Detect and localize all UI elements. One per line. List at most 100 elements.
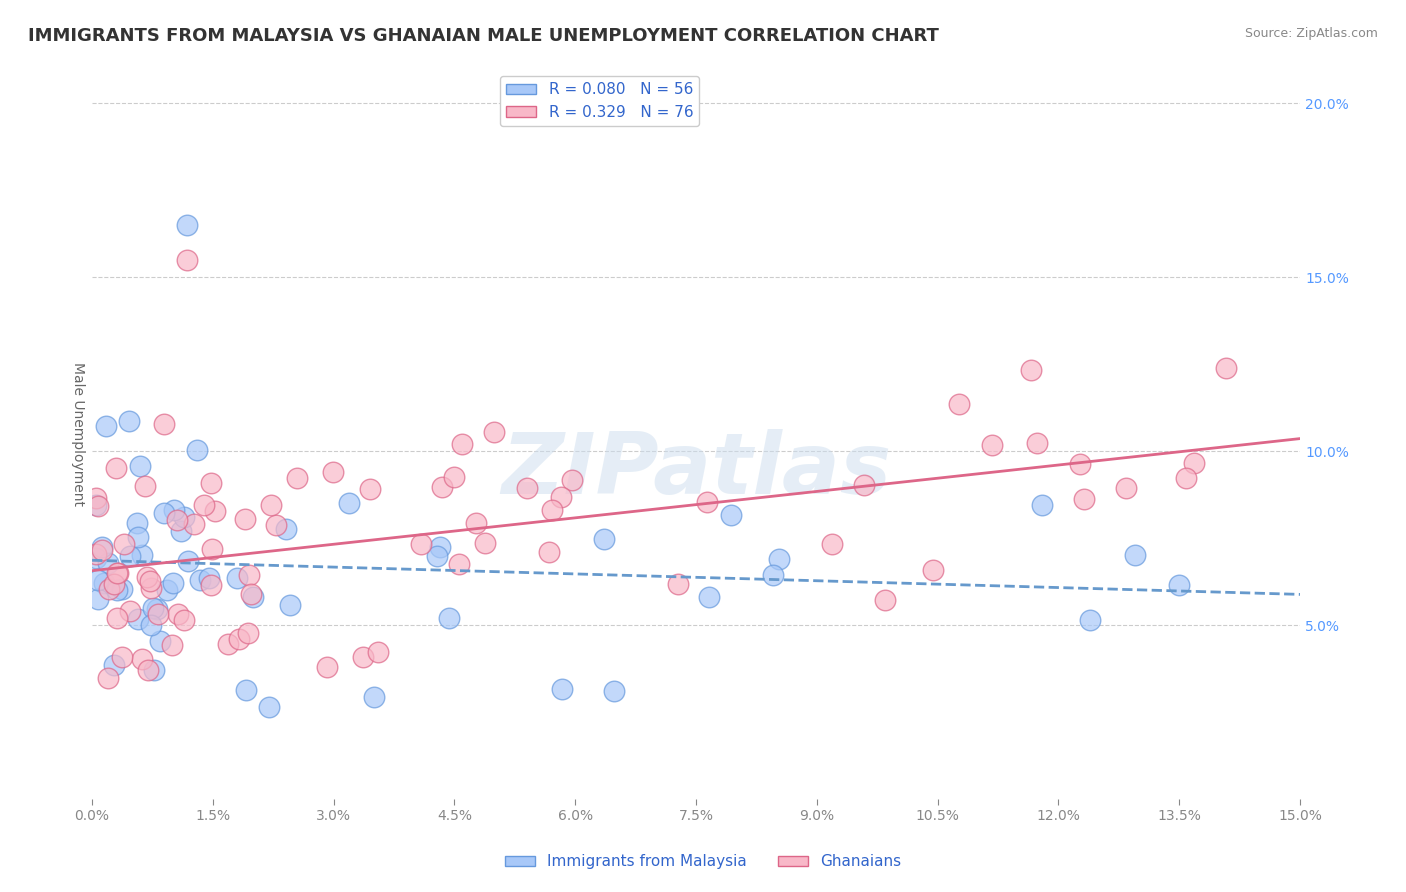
Ghanaians <box>922 564 945 578</box>
Immigrants from Malaysia <box>278 598 301 612</box>
Ghanaians <box>537 544 560 558</box>
Immigrants from Malaysia <box>128 459 150 474</box>
Text: Source: ZipAtlas.com: Source: ZipAtlas.com <box>1244 27 1378 40</box>
Immigrants from Malaysia <box>155 582 177 597</box>
Immigrants from Malaysia <box>87 573 110 587</box>
Ghanaians <box>131 651 153 665</box>
Ghanaians <box>359 482 381 496</box>
Ghanaians <box>1115 481 1137 495</box>
Ghanaians <box>167 607 190 622</box>
Ghanaians <box>204 504 226 518</box>
Immigrants from Malaysia <box>768 552 790 566</box>
Ghanaians <box>561 473 583 487</box>
Ghanaians <box>233 512 256 526</box>
Immigrants from Malaysia <box>242 590 264 604</box>
Ghanaians <box>111 649 134 664</box>
Ghanaians <box>367 645 389 659</box>
Immigrants from Malaysia <box>127 530 149 544</box>
Immigrants from Malaysia <box>429 540 451 554</box>
Immigrants from Malaysia <box>84 551 107 566</box>
Immigrants from Malaysia <box>96 419 118 434</box>
Ghanaians <box>322 465 344 479</box>
Ghanaians <box>200 578 222 592</box>
Ghanaians <box>981 438 1004 452</box>
Immigrants from Malaysia <box>105 582 128 597</box>
Ghanaians <box>84 547 107 561</box>
Ghanaians <box>550 490 572 504</box>
Ghanaians <box>238 567 260 582</box>
Immigrants from Malaysia <box>91 540 114 554</box>
Ghanaians <box>238 626 260 640</box>
Immigrants from Malaysia <box>173 510 195 524</box>
Ghanaians <box>541 503 564 517</box>
Ghanaians <box>120 604 142 618</box>
Immigrants from Malaysia <box>97 556 120 570</box>
Legend: Immigrants from Malaysia, Ghanaians: Immigrants from Malaysia, Ghanaians <box>498 848 908 875</box>
Ghanaians <box>84 491 107 505</box>
Immigrants from Malaysia <box>186 443 208 458</box>
Legend: R = 0.080   N = 56, R = 0.329   N = 76: R = 0.080 N = 56, R = 0.329 N = 76 <box>499 76 699 126</box>
Immigrants from Malaysia <box>425 549 447 563</box>
Immigrants from Malaysia <box>162 575 184 590</box>
Ghanaians <box>148 607 170 622</box>
Immigrants from Malaysia <box>141 618 163 632</box>
Immigrants from Malaysia <box>103 657 125 672</box>
Ghanaians <box>260 498 283 512</box>
Ghanaians <box>821 537 844 551</box>
Ghanaians <box>176 252 198 267</box>
Immigrants from Malaysia <box>593 533 616 547</box>
Ghanaians <box>447 558 470 572</box>
Ghanaians <box>1215 361 1237 376</box>
Ghanaians <box>162 638 184 652</box>
Ghanaians <box>1175 471 1198 485</box>
Ghanaians <box>516 481 538 495</box>
Ghanaians <box>86 499 108 513</box>
Immigrants from Malaysia <box>163 502 186 516</box>
Ghanaians <box>1026 436 1049 450</box>
Ghanaians <box>103 577 125 591</box>
Immigrants from Malaysia <box>337 496 360 510</box>
Ghanaians <box>105 566 128 580</box>
Ghanaians <box>134 479 156 493</box>
Ghanaians <box>91 543 114 558</box>
Ghanaians <box>474 535 496 549</box>
Immigrants from Malaysia <box>84 499 107 513</box>
Immigrants from Malaysia <box>142 601 165 615</box>
Ghanaians <box>193 499 215 513</box>
Ghanaians <box>139 581 162 595</box>
Ghanaians <box>666 577 689 591</box>
Immigrants from Malaysia <box>93 576 115 591</box>
Ghanaians <box>166 512 188 526</box>
Ghanaians <box>228 632 250 646</box>
Immigrants from Malaysia <box>145 602 167 616</box>
Ghanaians <box>136 663 159 677</box>
Immigrants from Malaysia <box>149 633 172 648</box>
Immigrants from Malaysia <box>1031 498 1053 512</box>
Ghanaians <box>696 495 718 509</box>
Immigrants from Malaysia <box>235 683 257 698</box>
Immigrants from Malaysia <box>111 582 134 597</box>
Immigrants from Malaysia <box>118 549 141 563</box>
Ghanaians <box>112 537 135 551</box>
Ghanaians <box>135 570 157 584</box>
Immigrants from Malaysia <box>143 663 166 677</box>
Text: IMMIGRANTS FROM MALAYSIA VS GHANAIAN MALE UNEMPLOYMENT CORRELATION CHART: IMMIGRANTS FROM MALAYSIA VS GHANAIAN MAL… <box>28 27 939 45</box>
Immigrants from Malaysia <box>274 522 297 536</box>
Immigrants from Malaysia <box>259 700 281 714</box>
Ghanaians <box>482 425 505 439</box>
Ghanaians <box>409 537 432 551</box>
Ghanaians <box>450 437 472 451</box>
Immigrants from Malaysia <box>720 508 742 523</box>
Immigrants from Malaysia <box>87 591 110 606</box>
Ghanaians <box>107 566 129 581</box>
Ghanaians <box>443 469 465 483</box>
Ghanaians <box>138 574 160 588</box>
Ghanaians <box>200 476 222 491</box>
Immigrants from Malaysia <box>363 690 385 704</box>
Immigrants from Malaysia <box>188 573 211 587</box>
Ghanaians <box>875 593 897 607</box>
Ghanaians <box>853 478 876 492</box>
Ghanaians <box>948 397 970 411</box>
Immigrants from Malaysia <box>697 591 720 605</box>
Immigrants from Malaysia <box>225 571 247 585</box>
